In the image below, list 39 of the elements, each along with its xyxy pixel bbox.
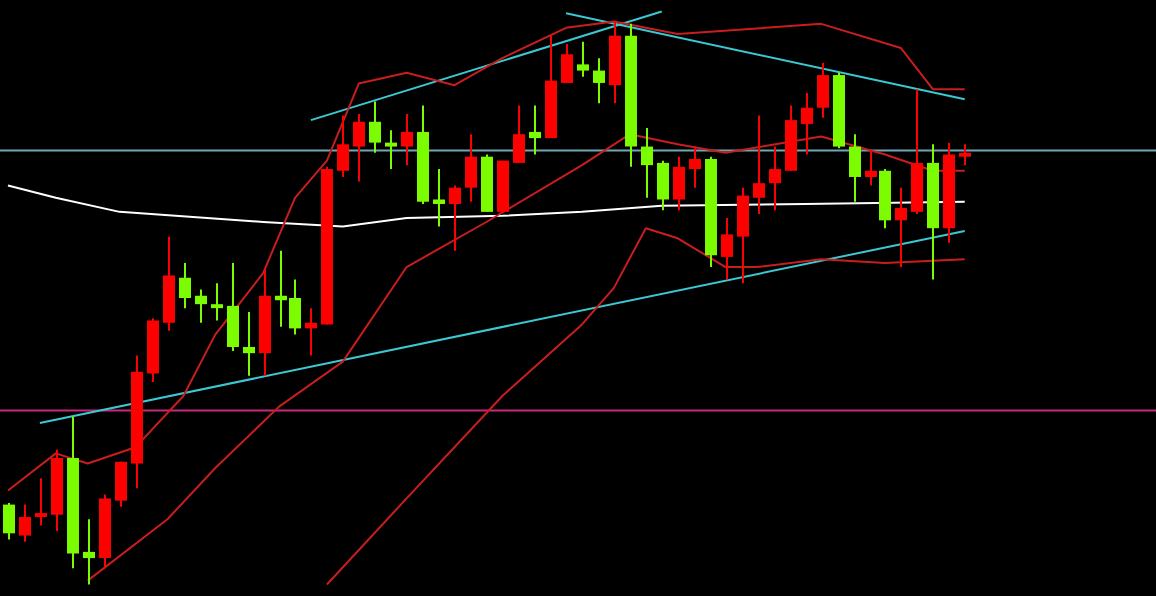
candlestick (561, 43, 573, 84)
candlestick (689, 145, 701, 189)
candlestick (849, 133, 861, 203)
candlestick (657, 159, 669, 212)
candlestick (433, 168, 445, 228)
candlestick (3, 501, 15, 541)
candlestick (163, 235, 175, 332)
candlestick (35, 477, 47, 527)
candlestick (83, 518, 95, 586)
candlestick (737, 186, 749, 285)
candlestick (673, 155, 685, 212)
candlestick (865, 149, 877, 187)
candlestick (243, 311, 255, 377)
candlestick (305, 307, 317, 357)
candlestick (19, 503, 31, 543)
candlestick (641, 126, 653, 199)
candlestick (895, 186, 907, 269)
candlestick (465, 133, 477, 203)
candlestick (513, 104, 525, 164)
candlestick (353, 112, 365, 183)
candlestick (179, 262, 191, 310)
candlestick (211, 282, 223, 322)
candlestick (385, 129, 397, 171)
candlestick (753, 114, 765, 216)
candlestick (337, 114, 349, 178)
candlestick (801, 92, 813, 156)
candlestick (227, 262, 239, 352)
candlestick (195, 288, 207, 324)
candlestick (401, 112, 413, 167)
candlestick (577, 40, 589, 78)
candlestick (959, 143, 971, 167)
candlestick (817, 61, 829, 119)
candlestick (769, 145, 781, 212)
candlestick (115, 460, 127, 508)
candlestick (369, 100, 381, 154)
candlestick (721, 217, 733, 281)
candlestick (593, 57, 605, 105)
candlestick (529, 104, 541, 156)
candlestick (449, 184, 461, 252)
